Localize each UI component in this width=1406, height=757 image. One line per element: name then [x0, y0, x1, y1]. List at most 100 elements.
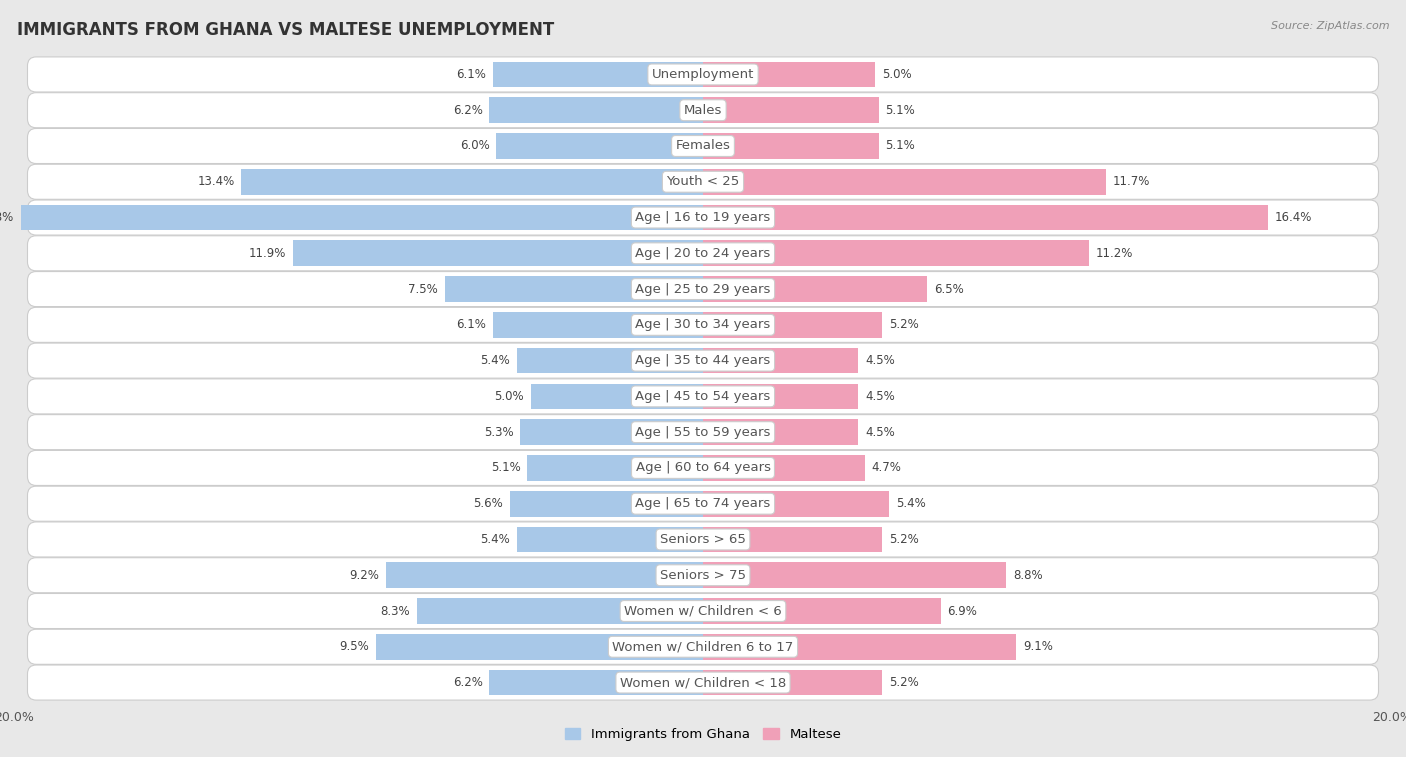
Bar: [21, 204, 703, 230]
Text: 11.9%: 11.9%: [249, 247, 287, 260]
Bar: [703, 312, 882, 338]
Bar: [703, 276, 927, 302]
FancyBboxPatch shape: [28, 522, 1378, 557]
Text: Age | 45 to 54 years: Age | 45 to 54 years: [636, 390, 770, 403]
Text: Source: ZipAtlas.com: Source: ZipAtlas.com: [1271, 21, 1389, 31]
Bar: [531, 384, 703, 410]
Bar: [703, 133, 879, 159]
Text: Age | 16 to 19 years: Age | 16 to 19 years: [636, 211, 770, 224]
Text: 5.1%: 5.1%: [491, 462, 520, 475]
Text: 6.2%: 6.2%: [453, 676, 482, 689]
Text: 6.5%: 6.5%: [934, 282, 963, 295]
Text: 9.1%: 9.1%: [1024, 640, 1053, 653]
Bar: [703, 169, 1107, 195]
Bar: [517, 527, 703, 553]
Text: 16.4%: 16.4%: [1275, 211, 1312, 224]
Text: 9.5%: 9.5%: [339, 640, 368, 653]
Text: 5.2%: 5.2%: [889, 676, 918, 689]
Text: 19.8%: 19.8%: [0, 211, 14, 224]
Text: 13.4%: 13.4%: [197, 176, 235, 188]
Text: Age | 35 to 44 years: Age | 35 to 44 years: [636, 354, 770, 367]
Text: Age | 25 to 29 years: Age | 25 to 29 years: [636, 282, 770, 295]
FancyBboxPatch shape: [28, 486, 1378, 522]
FancyBboxPatch shape: [28, 629, 1378, 665]
Bar: [494, 312, 703, 338]
FancyBboxPatch shape: [28, 378, 1378, 414]
Bar: [703, 98, 879, 123]
FancyBboxPatch shape: [28, 450, 1378, 485]
FancyBboxPatch shape: [28, 92, 1378, 128]
Text: Females: Females: [675, 139, 731, 152]
Text: Women w/ Children < 6: Women w/ Children < 6: [624, 605, 782, 618]
Text: 6.1%: 6.1%: [456, 319, 486, 332]
Text: Women w/ Children < 18: Women w/ Children < 18: [620, 676, 786, 689]
Text: 5.1%: 5.1%: [886, 104, 915, 117]
Bar: [703, 384, 858, 410]
Text: 9.2%: 9.2%: [349, 569, 380, 581]
Text: Women w/ Children 6 to 17: Women w/ Children 6 to 17: [613, 640, 793, 653]
Text: 5.2%: 5.2%: [889, 533, 918, 546]
FancyBboxPatch shape: [28, 593, 1378, 628]
FancyBboxPatch shape: [28, 665, 1378, 700]
Bar: [703, 562, 1007, 588]
Text: Males: Males: [683, 104, 723, 117]
Bar: [703, 61, 875, 87]
Bar: [242, 169, 703, 195]
Text: Youth < 25: Youth < 25: [666, 176, 740, 188]
Text: 4.5%: 4.5%: [865, 390, 894, 403]
Bar: [703, 491, 889, 516]
Text: Seniors > 75: Seniors > 75: [659, 569, 747, 581]
Text: 4.7%: 4.7%: [872, 462, 901, 475]
Text: Age | 60 to 64 years: Age | 60 to 64 years: [636, 462, 770, 475]
Text: 5.4%: 5.4%: [481, 533, 510, 546]
Bar: [510, 491, 703, 516]
Text: Age | 20 to 24 years: Age | 20 to 24 years: [636, 247, 770, 260]
Text: 11.7%: 11.7%: [1114, 176, 1150, 188]
Text: 6.2%: 6.2%: [453, 104, 482, 117]
Text: Seniors > 65: Seniors > 65: [659, 533, 747, 546]
Text: 5.0%: 5.0%: [495, 390, 524, 403]
Text: 4.5%: 4.5%: [865, 425, 894, 438]
FancyBboxPatch shape: [28, 235, 1378, 271]
FancyBboxPatch shape: [28, 200, 1378, 235]
Text: 5.4%: 5.4%: [896, 497, 925, 510]
Legend: Immigrants from Ghana, Maltese: Immigrants from Ghana, Maltese: [560, 722, 846, 746]
Bar: [703, 419, 858, 445]
Text: 5.1%: 5.1%: [886, 139, 915, 152]
Bar: [703, 347, 858, 373]
FancyBboxPatch shape: [28, 129, 1378, 164]
FancyBboxPatch shape: [28, 307, 1378, 342]
Bar: [292, 241, 703, 266]
Bar: [494, 61, 703, 87]
Text: 11.2%: 11.2%: [1095, 247, 1133, 260]
Bar: [444, 276, 703, 302]
Bar: [527, 455, 703, 481]
Bar: [703, 670, 882, 696]
Bar: [703, 455, 865, 481]
FancyBboxPatch shape: [28, 164, 1378, 199]
Text: 4.5%: 4.5%: [865, 354, 894, 367]
Text: 6.0%: 6.0%: [460, 139, 489, 152]
Text: 5.0%: 5.0%: [882, 68, 911, 81]
Text: 6.9%: 6.9%: [948, 605, 977, 618]
Text: 7.5%: 7.5%: [408, 282, 437, 295]
FancyBboxPatch shape: [28, 343, 1378, 378]
Bar: [703, 241, 1088, 266]
FancyBboxPatch shape: [28, 57, 1378, 92]
Text: 5.2%: 5.2%: [889, 319, 918, 332]
Text: Age | 55 to 59 years: Age | 55 to 59 years: [636, 425, 770, 438]
Bar: [496, 133, 703, 159]
Text: Unemployment: Unemployment: [652, 68, 754, 81]
FancyBboxPatch shape: [28, 272, 1378, 307]
Bar: [517, 347, 703, 373]
FancyBboxPatch shape: [28, 415, 1378, 450]
Bar: [375, 634, 703, 659]
Bar: [703, 634, 1017, 659]
Bar: [703, 527, 882, 553]
Bar: [489, 670, 703, 696]
Text: 8.3%: 8.3%: [381, 605, 411, 618]
Text: 5.4%: 5.4%: [481, 354, 510, 367]
Bar: [703, 598, 941, 624]
Text: 5.6%: 5.6%: [474, 497, 503, 510]
Text: Age | 30 to 34 years: Age | 30 to 34 years: [636, 319, 770, 332]
